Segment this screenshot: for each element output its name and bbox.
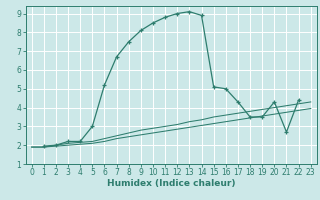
X-axis label: Humidex (Indice chaleur): Humidex (Indice chaleur) [107,179,236,188]
